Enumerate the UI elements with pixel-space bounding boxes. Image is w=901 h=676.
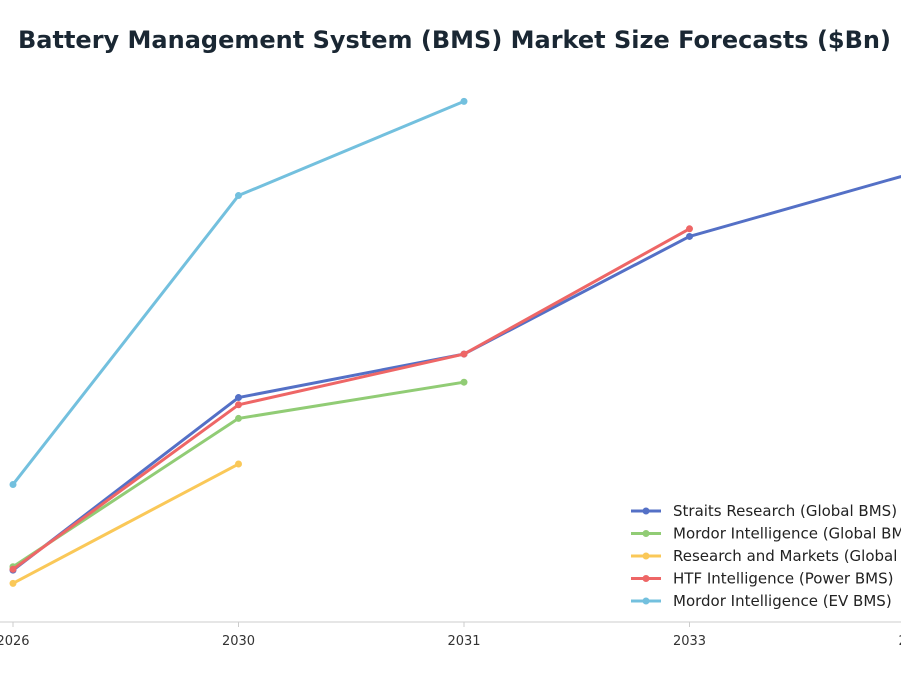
data-point	[460, 97, 468, 105]
legend-marker	[642, 530, 650, 537]
data-point	[9, 565, 17, 573]
data-point	[686, 232, 693, 240]
x-tick-label: 2031	[447, 634, 480, 649]
chart-title: Battery Management System (BMS) Market S…	[18, 26, 891, 54]
series-line	[11, 227, 691, 571]
x-tick-label: 2026	[0, 634, 30, 649]
series-line	[11, 99, 466, 486]
x-tick-label: 2033	[673, 634, 706, 649]
data-point	[235, 394, 242, 402]
series-line	[11, 380, 466, 569]
data-point	[686, 225, 693, 233]
data-point	[460, 350, 468, 358]
legend-marker	[642, 575, 650, 582]
legend-label: HTF Intelligence (Power BMS)	[673, 570, 893, 588]
data-point	[235, 460, 242, 468]
data-point	[235, 414, 242, 422]
legend-marker	[642, 507, 650, 515]
legend-label: Mordor Intelligence (EV BMS)	[673, 592, 892, 610]
series-line	[11, 462, 240, 585]
legend-marker	[642, 552, 650, 560]
data-point	[460, 378, 468, 386]
x-tick-label: 2030	[222, 634, 255, 649]
data-point	[235, 401, 242, 409]
legend-marker	[642, 597, 650, 605]
data-point	[9, 579, 17, 587]
x-tick-label: 2035	[898, 634, 901, 649]
legend-label: Straits Research (Global BMS)	[673, 502, 897, 520]
data-point	[9, 480, 17, 488]
legend-label: Mordor Intelligence (Global BMS)	[673, 525, 901, 543]
legend-label: Research and Markets (Global BMS)	[673, 547, 901, 565]
data-point	[235, 192, 242, 200]
